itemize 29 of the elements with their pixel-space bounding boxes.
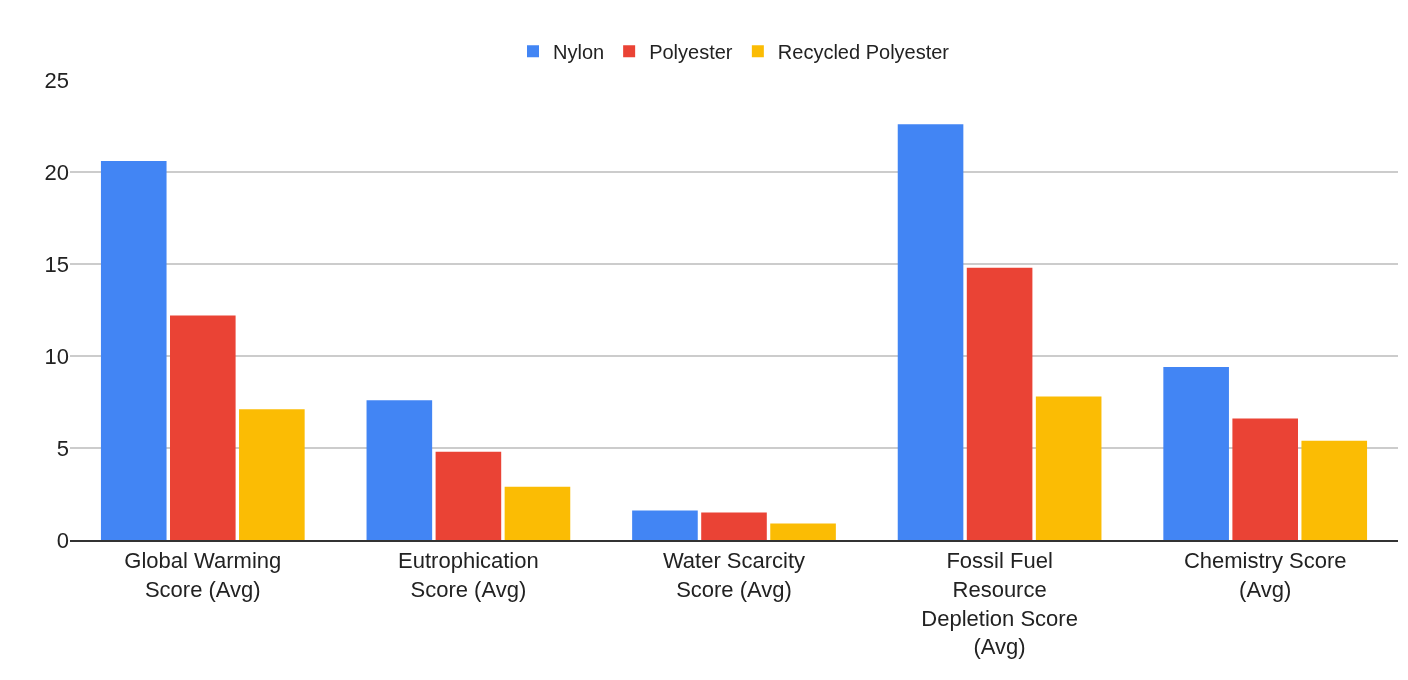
x-tick-label: Fossil Fuel Resource Depletion Score (Avg) — [921, 548, 1078, 660]
legend-label: Recycled Polyester — [777, 41, 950, 64]
y-tick-label: 20 — [44, 159, 69, 185]
bar — [239, 409, 305, 540]
bar — [100, 160, 167, 540]
bar — [701, 512, 767, 540]
x-tick-label: Chemistry Score (Avg) — [1183, 548, 1347, 602]
bar — [435, 451, 502, 540]
bar — [1232, 418, 1298, 540]
legend-label: Nylon — [553, 41, 605, 64]
y-tick-label: 25 — [44, 67, 69, 93]
x-tick-label: Global Warming Score (Avg) — [124, 548, 282, 602]
x-tick-label: Water Scarcity Score (Avg) — [662, 548, 806, 602]
bar — [770, 523, 836, 540]
bar — [632, 510, 698, 540]
bar — [1301, 440, 1368, 540]
bar — [1163, 367, 1229, 540]
bar — [966, 267, 1033, 540]
bar — [504, 486, 571, 540]
bar — [897, 124, 964, 540]
legend-label: Polyester — [649, 41, 733, 64]
bar — [366, 400, 433, 540]
y-tick-label: 5 — [56, 435, 69, 461]
y-tick-label: 0 — [56, 527, 69, 553]
x-tick-label: Eutrophication Score (Avg) — [398, 548, 539, 602]
bar — [1035, 396, 1102, 540]
y-tick-label: 15 — [44, 251, 69, 277]
bar — [170, 315, 236, 540]
y-tick-label: 10 — [44, 343, 69, 369]
